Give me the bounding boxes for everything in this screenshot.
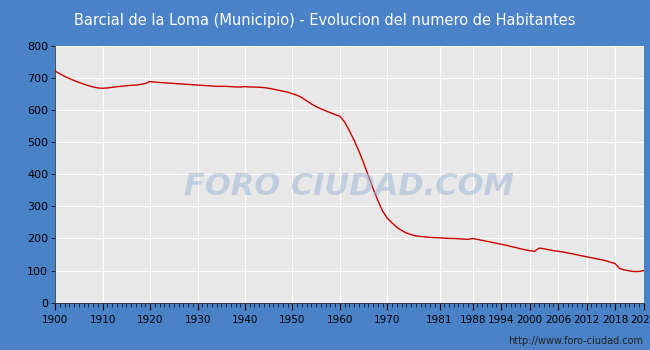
Text: FORO CIUDAD.COM: FORO CIUDAD.COM [185, 173, 514, 202]
Text: Barcial de la Loma (Municipio) - Evolucion del numero de Habitantes: Barcial de la Loma (Municipio) - Evoluci… [74, 14, 576, 28]
Text: http://www.foro-ciudad.com: http://www.foro-ciudad.com [508, 336, 644, 346]
